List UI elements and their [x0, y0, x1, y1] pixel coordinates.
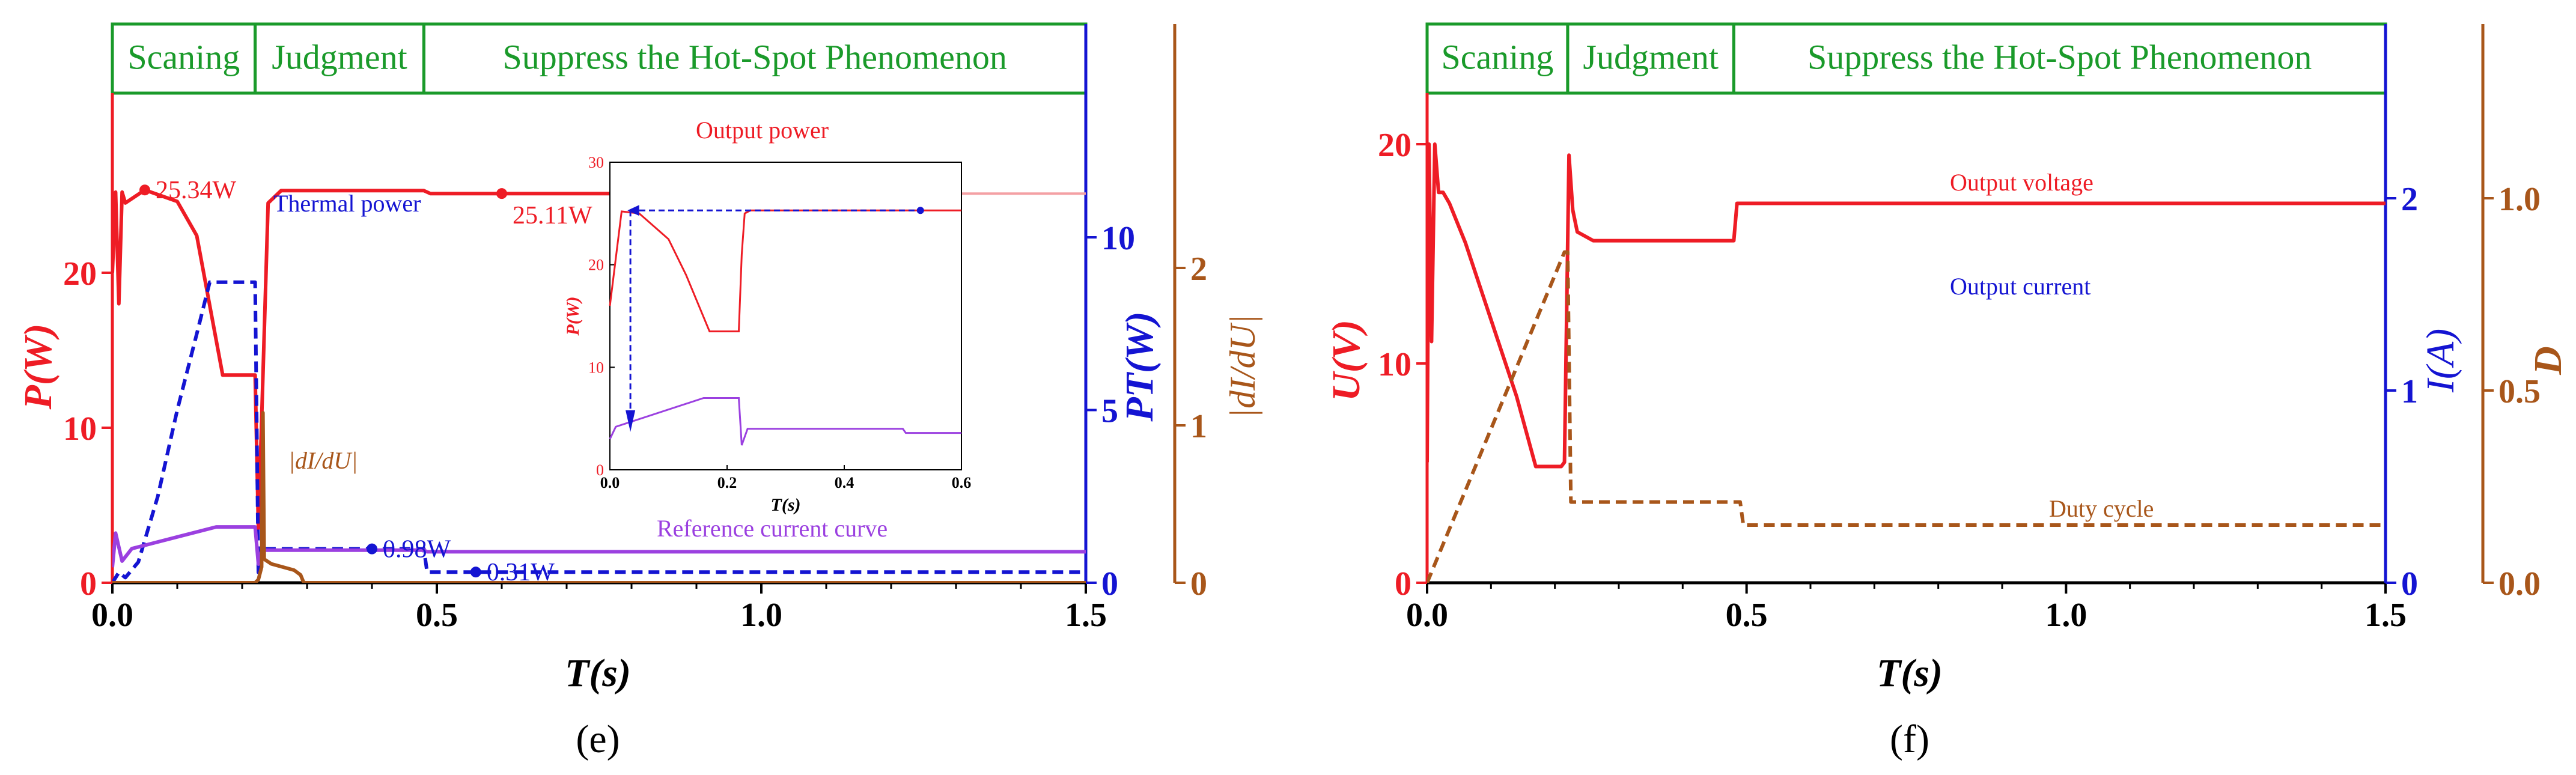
y-left-tick-label: 10 [63, 410, 97, 448]
inset-x-tick-label: 0.4 [835, 474, 854, 491]
y-right1-tick-label: 0 [1101, 565, 1118, 603]
panel-f: Scaning Judgment Suppress the Hot-Spot Phe… [1324, 22, 2570, 761]
y-right2-tick-label: 1.0 [2498, 181, 2541, 218]
y-right1-tick-label: 2 [2401, 181, 2418, 218]
x-tick-label: 1.0 [2045, 597, 2087, 634]
y-left-tick-label: 20 [1378, 127, 1411, 164]
annotation-reference-current: Reference current curve [657, 515, 888, 542]
inset-x-tick-label: 0.0 [600, 474, 620, 491]
x-tick-label: 0.0 [91, 597, 133, 634]
y-left-tick-label: 10 [1378, 346, 1411, 383]
x-tick-label: 0.5 [416, 597, 458, 634]
marker-point [367, 543, 377, 555]
inset-arrow-head [627, 205, 639, 216]
series-duty-cycle [1427, 250, 2386, 583]
y-axis-label-p: P(W) [16, 324, 60, 410]
marker-label: 25.11W [513, 202, 592, 229]
inset-arrow-start-point [916, 207, 924, 214]
y-left-tick-label: 20 [63, 255, 97, 293]
inset-plot: 0.0 0.2 0.4 0.6 0 10 20 30 T(s) P(W) [563, 154, 971, 515]
annotation-output-current: Output current [1950, 273, 2090, 300]
stage-boxes: Scaning Judgment Suppress the Hot-Spot Phe… [1425, 22, 2387, 95]
y-right2-tick-label: 0.0 [2498, 565, 2541, 603]
series [112, 188, 1086, 583]
annotation-output-voltage: Output voltage [1950, 169, 2093, 196]
x-tick-label: 0.0 [1406, 597, 1448, 634]
x-tick-label: 1.5 [2364, 597, 2407, 634]
annotation-didu: |dI/dU| [288, 447, 358, 474]
series-thermal-power [112, 280, 1086, 583]
x-tick-label: 0.5 [1726, 597, 1768, 634]
inset-y-axis-label: P(W) [563, 297, 583, 336]
y-left-tick-label: 0 [80, 565, 97, 603]
x-axis-label: T(s) [1877, 651, 1943, 695]
stage-label-scaning: Scaning [127, 38, 240, 77]
series [1427, 142, 2386, 583]
markers: 25.34W 25.11W 0.98W 0.31W [139, 177, 592, 586]
series-reference-current-curve [112, 525, 1086, 568]
y-right2-tick-label: 2 [1190, 251, 1207, 288]
panel-label-e: (e) [576, 717, 620, 761]
y-right1-tick-label: 1 [2401, 373, 2418, 410]
marker-label: 0.31W [487, 559, 555, 586]
y-axis-label-d: D [2526, 346, 2570, 375]
stage-label-scaning: Scaning [1442, 38, 1554, 77]
y-right1-tick-label: 5 [1101, 393, 1118, 430]
series-output-voltage [1427, 142, 2386, 469]
inset-x-tick-label: 0.6 [952, 474, 972, 491]
inset-y-tick-label: 20 [588, 257, 604, 274]
y-right2-tick-label: 0.5 [2498, 373, 2541, 410]
marker-label: 0.98W [383, 536, 451, 564]
stage-label-suppress-the-hot-spot-phenomenon: Suppress the Hot-Spot Phenomenon [1807, 38, 2312, 77]
inset-arrow-head [626, 410, 636, 432]
inset-y-tick-label: 0 [596, 461, 604, 479]
marker-label: 25.34W [156, 177, 237, 204]
y-axis-label-didu: |dI/dU| [1223, 315, 1262, 419]
y-right1-tick-label: 10 [1101, 220, 1135, 257]
marker-point [139, 184, 150, 196]
x-tick-label: 1.0 [740, 597, 782, 634]
series-output-power [112, 188, 761, 530]
x-axis-label: T(s) [565, 651, 631, 695]
annotation-duty-cycle: Duty cycle [2049, 495, 2154, 522]
stage-label-judgment: Judgment [1583, 38, 1719, 77]
annotation-thermal-power: Thermal power [273, 190, 421, 217]
inset-x-axis-label: T(s) [771, 495, 801, 515]
stage-boxes: Scaning Judgment Suppress the Hot-Spot Phe… [111, 22, 1088, 95]
annotation-output-power: Output power [696, 117, 829, 144]
marker-point [496, 188, 507, 199]
x-tick-label: 1.5 [1065, 597, 1107, 634]
y-right2-tick-label: 0 [1190, 565, 1207, 603]
stage-label-judgment: Judgment [272, 38, 407, 77]
y-right2-tick-label: 1 [1190, 408, 1207, 445]
y-axis-label-u: U(V) [1324, 320, 1368, 401]
inset-x-tick-label: 0.2 [717, 474, 737, 491]
y-left-tick-label: 0 [1395, 565, 1411, 603]
series-di-du [112, 411, 1086, 583]
inset-y-tick-label: 30 [588, 154, 604, 171]
y-right1-tick-label: 0 [2401, 565, 2418, 603]
inset-series-reference-current [609, 397, 961, 446]
panel-e: Scaning Judgment Suppress the Hot-Spot Phe… [16, 22, 1262, 761]
marker-point [470, 567, 481, 578]
panel-label-f: (f) [1890, 717, 1929, 761]
stage-label-suppress-the-hot-spot-phenomenon: Suppress the Hot-Spot Phenomenon [503, 38, 1007, 77]
y-axis-label-pt: PT(W) [1118, 311, 1162, 422]
y-axis-label-i: I(A) [2419, 329, 2462, 393]
inset-y-tick-label: 10 [588, 359, 604, 376]
inset-frame [609, 162, 962, 470]
